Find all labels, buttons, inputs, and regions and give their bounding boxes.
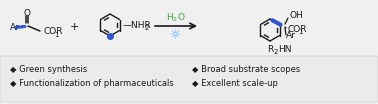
Text: OH: OH [289,12,303,20]
Text: 2: 2 [274,49,278,55]
Text: ◆ Green synthesis: ◆ Green synthesis [10,66,87,74]
Text: ◆ Functionalization of pharmaceuticals: ◆ Functionalization of pharmaceuticals [10,79,174,89]
Text: O: O [23,9,30,17]
Text: ◆ Excellent scale-up: ◆ Excellent scale-up [192,79,278,89]
FancyBboxPatch shape [0,56,378,102]
Text: ☼: ☼ [170,30,181,43]
Text: 2: 2 [145,25,149,31]
Text: Ar: Ar [10,24,20,32]
Text: —NHR: —NHR [123,20,152,30]
Text: COR: COR [287,25,307,33]
Text: R: R [267,45,273,53]
Text: COR: COR [43,27,62,37]
Text: Ar: Ar [286,32,296,40]
Text: +: + [69,22,79,32]
Text: H$_2$O: H$_2$O [166,12,186,24]
Text: HN: HN [278,45,291,53]
Text: ◆ Broad substrate scopes: ◆ Broad substrate scopes [192,66,300,74]
Text: 1: 1 [298,29,302,35]
Text: 1: 1 [54,32,59,38]
